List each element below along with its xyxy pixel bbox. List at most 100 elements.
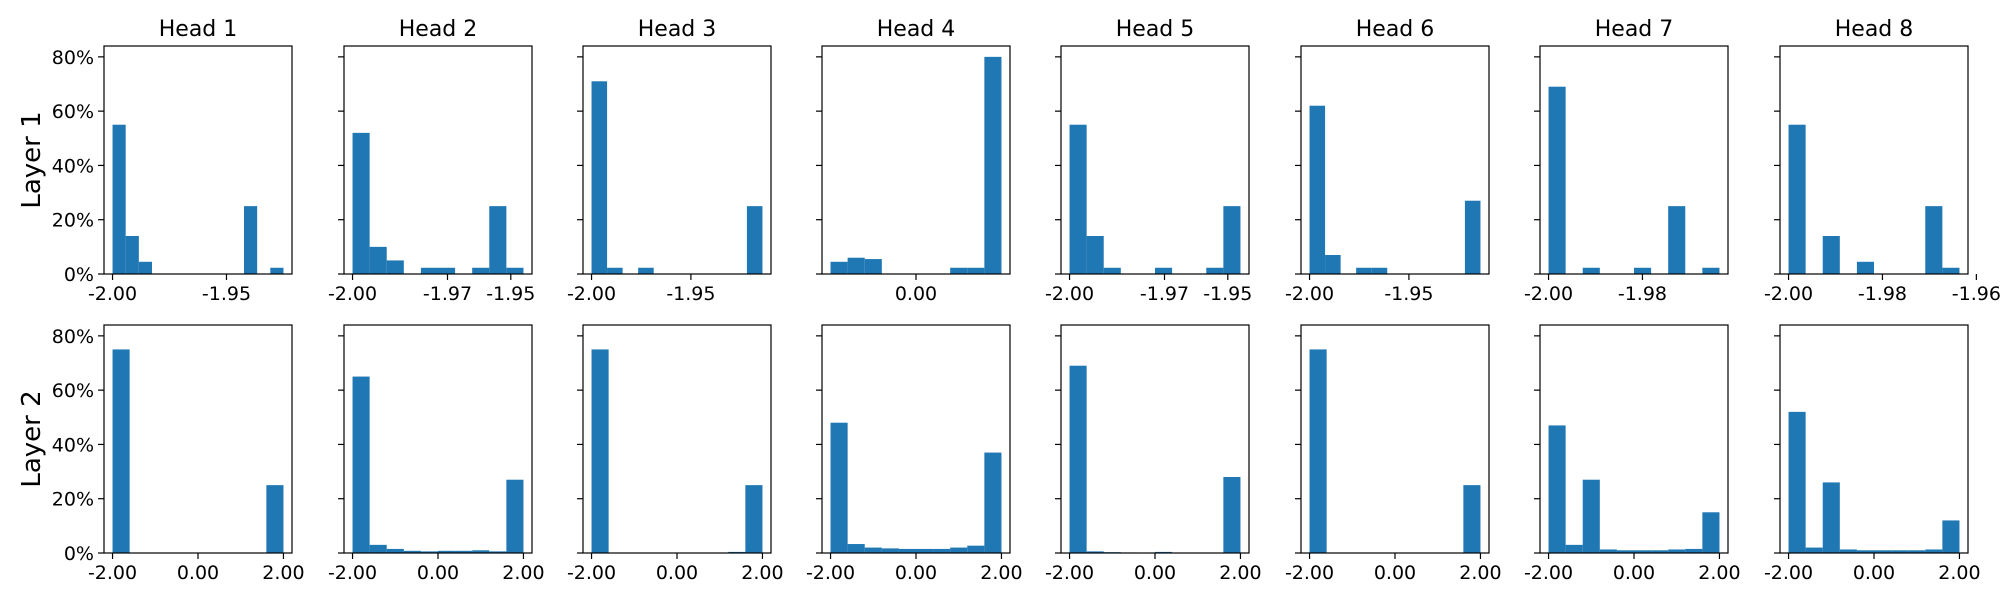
layer-label: Layer 2 bbox=[17, 390, 47, 487]
histogram-bar bbox=[746, 206, 763, 274]
histogram-panel: -2.00 -1.97 -1.95 bbox=[1045, 45, 1252, 305]
histogram-bar bbox=[745, 485, 763, 553]
histogram-panel: -2.00 0.00 2.00 bbox=[1045, 324, 1262, 584]
histogram-bar bbox=[1103, 267, 1121, 274]
y-tick-label: 20% bbox=[52, 489, 94, 511]
histogram-bar bbox=[352, 376, 370, 553]
histogram-bar bbox=[1874, 550, 1892, 553]
x-tick-label: 0.00 bbox=[1374, 562, 1416, 584]
histogram-bar bbox=[369, 544, 387, 553]
histogram-panel: -2.00 0.00 2.00 bbox=[567, 324, 784, 584]
histogram-bar bbox=[591, 81, 608, 275]
histogram-bar bbox=[967, 267, 985, 274]
histogram-bar bbox=[1856, 550, 1874, 553]
histogram-bar bbox=[489, 206, 507, 274]
histogram-bar bbox=[950, 547, 968, 553]
histogram-bar bbox=[420, 551, 438, 553]
x-tick-label: -2.00 bbox=[328, 562, 377, 584]
x-tick-label: -1.95 bbox=[486, 283, 535, 305]
x-tick-label: -2.00 bbox=[567, 562, 616, 584]
histogram-bar bbox=[1942, 267, 1960, 274]
histogram-bar bbox=[1702, 267, 1720, 274]
histogram-bar bbox=[1599, 549, 1617, 553]
y-tick-label: 80% bbox=[52, 47, 94, 69]
y-tick-label: 20% bbox=[52, 210, 94, 232]
histogram-bar bbox=[138, 261, 152, 274]
histogram-bar bbox=[1634, 267, 1652, 274]
histogram-bar bbox=[1788, 411, 1806, 553]
histogram-bar bbox=[1822, 236, 1840, 274]
histogram-bar bbox=[1356, 267, 1372, 274]
x-tick-label: -2.00 bbox=[88, 283, 137, 305]
x-tick-label: -2.00 bbox=[567, 283, 616, 305]
x-tick-label: -1.98 bbox=[1858, 283, 1907, 305]
x-tick-label: -1.95 bbox=[1203, 283, 1252, 305]
histogram-bar bbox=[1822, 482, 1840, 553]
histogram-bar bbox=[472, 550, 490, 553]
head-title: Head 5 bbox=[1116, 17, 1195, 42]
axis-frame bbox=[821, 324, 1011, 554]
y-tick-label: 80% bbox=[52, 326, 94, 348]
histogram-bar bbox=[1371, 267, 1388, 274]
axis-frame bbox=[1779, 324, 1969, 554]
histogram-panel: 0% 20% 40% 60% 80% -2.00 0.00 2.00 bbox=[52, 324, 305, 584]
histogram-bar bbox=[830, 261, 848, 274]
axis-frame bbox=[1539, 324, 1729, 554]
histogram-bar bbox=[1634, 550, 1652, 553]
x-tick-label: -2.00 bbox=[1285, 283, 1334, 305]
histogram-panel: -2.00 -1.95 bbox=[567, 45, 772, 305]
histogram-bar bbox=[1925, 549, 1943, 553]
histogram-bar bbox=[1548, 86, 1566, 274]
histogram-bar bbox=[1309, 349, 1327, 553]
x-tick-label: 0.00 bbox=[417, 562, 459, 584]
x-tick-label: -2.00 bbox=[1764, 283, 1813, 305]
histogram-bar bbox=[1309, 105, 1326, 274]
histogram-bar bbox=[1069, 365, 1087, 553]
x-tick-label: -2.00 bbox=[88, 562, 137, 584]
x-tick-label: 2.00 bbox=[1938, 562, 1980, 584]
x-tick-label: 0.00 bbox=[895, 562, 937, 584]
histogram-bar bbox=[455, 550, 473, 553]
x-tick-label: 2.00 bbox=[1459, 562, 1501, 584]
x-tick-label: 2.00 bbox=[262, 562, 304, 584]
x-tick-label: 0.00 bbox=[177, 562, 219, 584]
histogram-bar bbox=[1668, 549, 1686, 553]
head-title: Head 2 bbox=[399, 17, 478, 42]
axis-frame bbox=[582, 45, 772, 275]
x-tick-label: -2.00 bbox=[1045, 562, 1094, 584]
histogram-bar bbox=[638, 267, 654, 274]
axis-frame bbox=[343, 324, 533, 554]
histogram-bar bbox=[864, 259, 882, 274]
layer-label: Layer 1 bbox=[17, 111, 47, 208]
histogram-panel: -2.00 0.00 2.00 bbox=[1764, 324, 1981, 584]
histogram-bar bbox=[1805, 547, 1823, 553]
axis-frame bbox=[1300, 45, 1490, 275]
histogram-panel: 0% 20% 40% 60% 80% -2.00 -1.95 bbox=[52, 45, 293, 305]
y-tick-label: 40% bbox=[52, 434, 94, 456]
histogram-bar bbox=[438, 550, 456, 553]
x-tick-label: 2.00 bbox=[980, 562, 1022, 584]
x-tick-label: 0.00 bbox=[656, 562, 698, 584]
histogram-bar bbox=[1668, 206, 1686, 274]
x-tick-label: -2.00 bbox=[1764, 562, 1813, 584]
axis-frame bbox=[1060, 45, 1250, 275]
histogram-panel: -2.00 0.00 2.00 bbox=[1285, 324, 1502, 584]
histogram-bar bbox=[1856, 261, 1874, 274]
histogram-bar bbox=[489, 551, 507, 553]
histogram-bar bbox=[369, 246, 387, 274]
histogram-bar bbox=[984, 56, 1002, 274]
histogram-panel: -2.00 0.00 2.00 bbox=[328, 324, 545, 584]
axis-frame bbox=[103, 324, 293, 554]
histogram-bar bbox=[950, 267, 968, 274]
histogram-bar bbox=[352, 132, 370, 274]
histogram-bar bbox=[881, 548, 899, 553]
x-tick-label: 0.00 bbox=[1853, 562, 1895, 584]
x-tick-label: 2.00 bbox=[1698, 562, 1740, 584]
histogram-bar bbox=[1565, 544, 1583, 553]
histogram-bar bbox=[607, 267, 623, 274]
y-tick-label: 0% bbox=[64, 264, 94, 286]
histogram-bar bbox=[1942, 520, 1960, 553]
head-title: Head 7 bbox=[1595, 17, 1674, 42]
